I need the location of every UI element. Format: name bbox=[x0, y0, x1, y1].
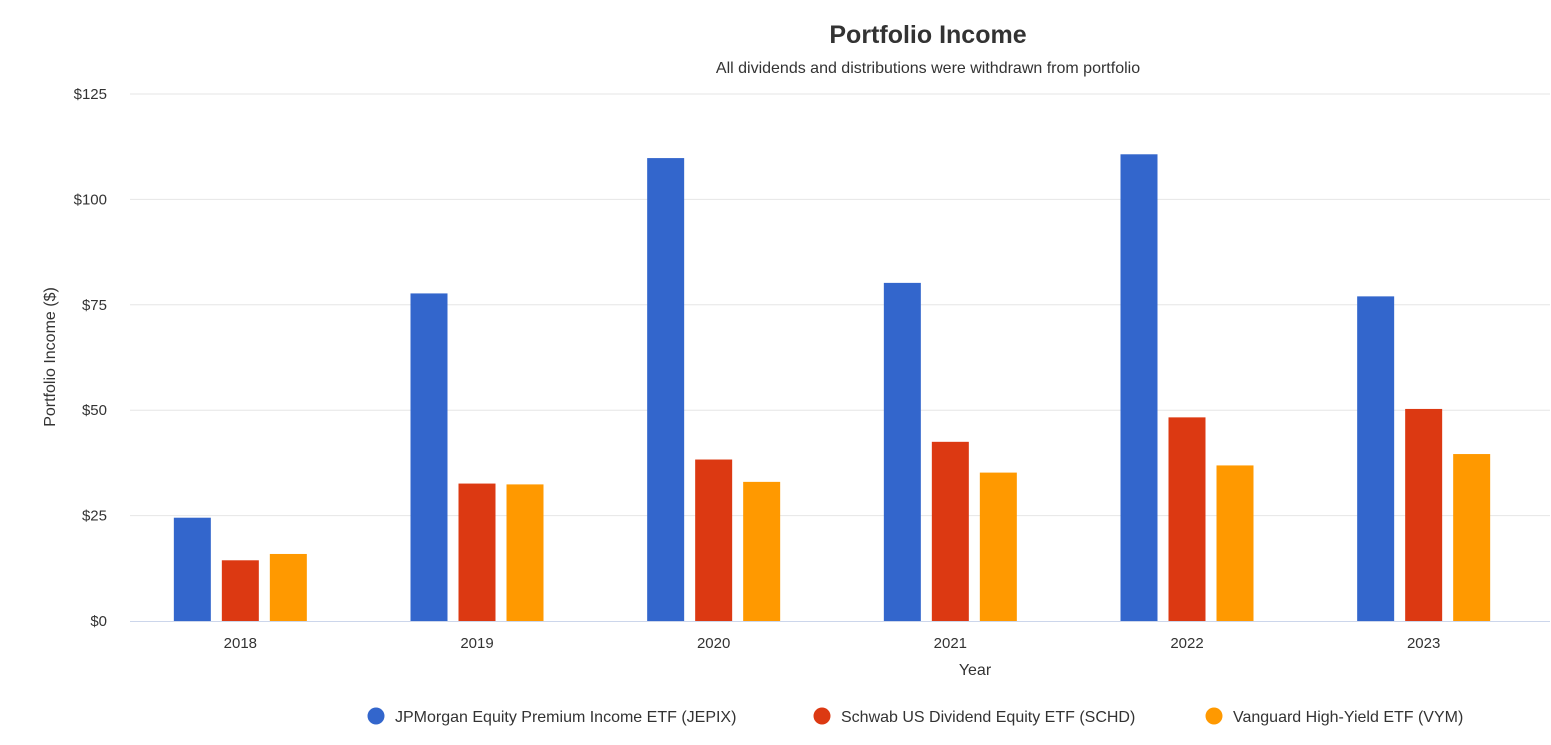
y-tick-label: $50 bbox=[82, 402, 107, 419]
x-tick-label: 2020 bbox=[697, 635, 730, 652]
gridlines bbox=[130, 93, 1550, 517]
bar-2022-series-1[interactable] bbox=[1168, 417, 1206, 621]
bar-2023-series-1[interactable] bbox=[1405, 408, 1443, 621]
legend-marker bbox=[367, 707, 385, 725]
bar-2021-series-2[interactable] bbox=[979, 472, 1017, 621]
x-tick-label: 2018 bbox=[224, 635, 257, 652]
legend-marker bbox=[1205, 707, 1223, 725]
legend-label: Vanguard High-Yield ETF (VYM) bbox=[1233, 709, 1463, 726]
bar-2022-series-0[interactable] bbox=[1120, 154, 1158, 621]
bar-2018-series-0[interactable] bbox=[173, 517, 211, 621]
bar-2020-series-2[interactable] bbox=[743, 481, 781, 621]
legend-item[interactable]: Vanguard High-Yield ETF (VYM) bbox=[1205, 707, 1464, 727]
bar-2019-series-0[interactable] bbox=[410, 293, 448, 621]
x-tick-label: 2019 bbox=[460, 635, 493, 652]
y-tick-label: $0 bbox=[90, 613, 107, 630]
y-tick-label: $100 bbox=[74, 191, 107, 208]
x-tick-label: 2022 bbox=[1170, 635, 1203, 652]
x-axis-tick-labels: 2018 2019 2020 2021 2022 2023 bbox=[224, 635, 1441, 652]
x-tick-label: 2021 bbox=[934, 635, 967, 652]
x-axis-title: Year bbox=[959, 662, 992, 679]
chart-subtitle: All dividends and distributions were wit… bbox=[716, 60, 1140, 77]
bar-2020-series-0[interactable] bbox=[647, 158, 685, 622]
legend-label: JPMorgan Equity Premium Income ETF (JEPI… bbox=[395, 709, 736, 726]
y-tick-label: $25 bbox=[82, 508, 107, 525]
y-tick-label: $75 bbox=[82, 297, 107, 314]
bar-2018-series-2[interactable] bbox=[269, 553, 307, 621]
x-tick-label: 2023 bbox=[1407, 635, 1440, 652]
bar-2021-series-0[interactable] bbox=[883, 282, 921, 621]
bar-2022-series-2[interactable] bbox=[1216, 465, 1254, 621]
chart-legend: JPMorgan Equity Premium Income ETF (JEPI… bbox=[367, 707, 1464, 727]
legend-label: Schwab US Dividend Equity ETF (SCHD) bbox=[841, 709, 1135, 726]
bar-2018-series-1[interactable] bbox=[221, 560, 259, 621]
legend-item[interactable]: JPMorgan Equity Premium Income ETF (JEPI… bbox=[367, 707, 737, 727]
bar-series bbox=[173, 154, 1491, 622]
legend-item[interactable]: Schwab US Dividend Equity ETF (SCHD) bbox=[813, 707, 1136, 727]
bar-2019-series-2[interactable] bbox=[506, 484, 544, 621]
bar-2023-series-2[interactable] bbox=[1453, 454, 1491, 621]
y-tick-label: $125 bbox=[74, 86, 107, 103]
legend-marker bbox=[813, 707, 831, 725]
bar-2021-series-1[interactable] bbox=[931, 441, 969, 621]
bar-2020-series-1[interactable] bbox=[695, 459, 733, 621]
y-axis-tick-labels: $0 $25 $50 $75 $100 $125 bbox=[74, 86, 107, 630]
bar-2019-series-1[interactable] bbox=[458, 483, 496, 621]
chart-title: Portfolio Income bbox=[829, 21, 1026, 49]
y-axis-title: Portfolio Income ($) bbox=[42, 287, 59, 427]
bar-2023-series-0[interactable] bbox=[1357, 296, 1395, 621]
